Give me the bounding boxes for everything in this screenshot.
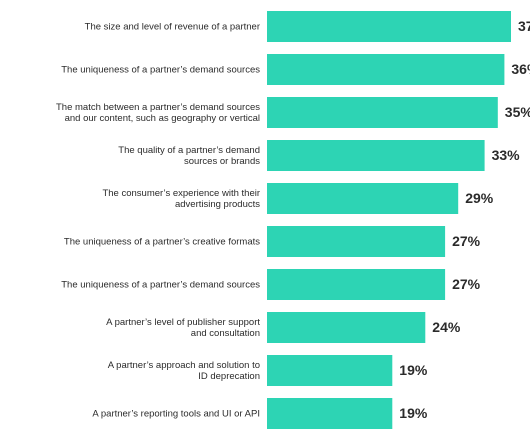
bar-4 bbox=[267, 183, 459, 214]
category-label-2: The match between a partner’s demand sou… bbox=[56, 102, 260, 124]
category-label-6: The uniqueness of a partner’s demand sou… bbox=[61, 279, 260, 290]
value-label-6: 27% bbox=[452, 276, 481, 292]
value-label-5: 27% bbox=[452, 233, 481, 249]
bar-0 bbox=[267, 11, 511, 42]
value-label-7: 24% bbox=[432, 319, 461, 335]
bar-3 bbox=[267, 140, 485, 171]
category-label-5: The uniqueness of a partner’s creative f… bbox=[64, 236, 260, 247]
category-label-3: The quality of a partner’s demand sources… bbox=[118, 145, 260, 167]
category-label-9: A partner’s reporting tools and UI or AP… bbox=[92, 408, 260, 419]
value-label-3: 33% bbox=[492, 147, 521, 163]
bar-1 bbox=[267, 54, 505, 85]
category-label-0: The size and level of revenue of a partn… bbox=[85, 21, 260, 32]
bar-5 bbox=[267, 226, 446, 257]
bar-2 bbox=[267, 97, 498, 128]
bar-8 bbox=[267, 355, 393, 386]
value-label-4: 29% bbox=[465, 190, 494, 206]
bar-6 bbox=[267, 269, 446, 300]
bar-7 bbox=[267, 312, 426, 343]
value-label-9: 19% bbox=[399, 405, 428, 421]
bar-9 bbox=[267, 398, 393, 429]
value-label-0: 37% bbox=[518, 18, 530, 34]
value-label-1: 36% bbox=[511, 61, 530, 77]
category-label-1: The uniqueness of a partner’s demand sou… bbox=[61, 64, 260, 75]
category-label-4: The consumer’s experience with their adve… bbox=[102, 188, 260, 210]
value-label-8: 19% bbox=[399, 362, 428, 378]
category-label-8: A partner’s approach and solution to ID d… bbox=[108, 360, 260, 382]
value-label-2: 35% bbox=[505, 104, 530, 120]
category-label-7: A partner’s level of publisher support an… bbox=[106, 317, 260, 339]
